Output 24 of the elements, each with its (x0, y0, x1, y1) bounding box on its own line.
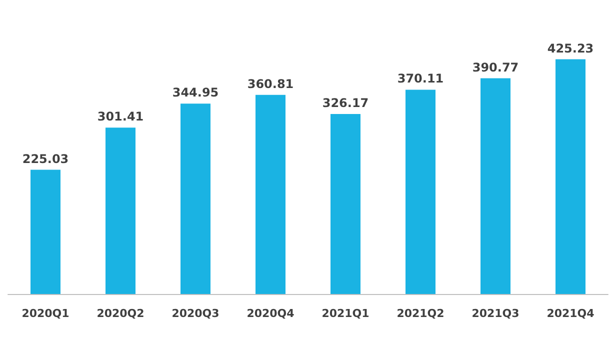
data-label: 225.03 (22, 152, 69, 166)
x-tick-label: 2020Q1 (22, 307, 70, 320)
x-tick-label: 2021Q1 (322, 307, 370, 320)
data-label: 360.81 (247, 76, 294, 91)
x-tick-label: 2021Q2 (396, 307, 444, 320)
x-tick-label: 2021Q4 (546, 307, 595, 320)
data-label: 390.77 (472, 60, 519, 74)
bar (256, 94, 286, 294)
data-label: 301.41 (97, 110, 144, 124)
x-tick-label: 2020Q2 (96, 307, 144, 320)
data-label: 344.95 (172, 86, 219, 100)
data-label: 326.17 (322, 96, 369, 110)
data-label: 425.23 (547, 41, 594, 56)
x-tick-label: 2020Q3 (172, 307, 220, 320)
bar (330, 114, 360, 294)
bar (30, 170, 60, 294)
data-label: 370.11 (397, 72, 444, 86)
x-tick-label: 2020Q4 (246, 307, 295, 320)
bar (480, 78, 510, 294)
bar (556, 59, 586, 294)
x-tick-label: 2021Q3 (472, 307, 520, 320)
bar (106, 128, 136, 294)
bar (180, 104, 210, 294)
bar (406, 90, 436, 294)
